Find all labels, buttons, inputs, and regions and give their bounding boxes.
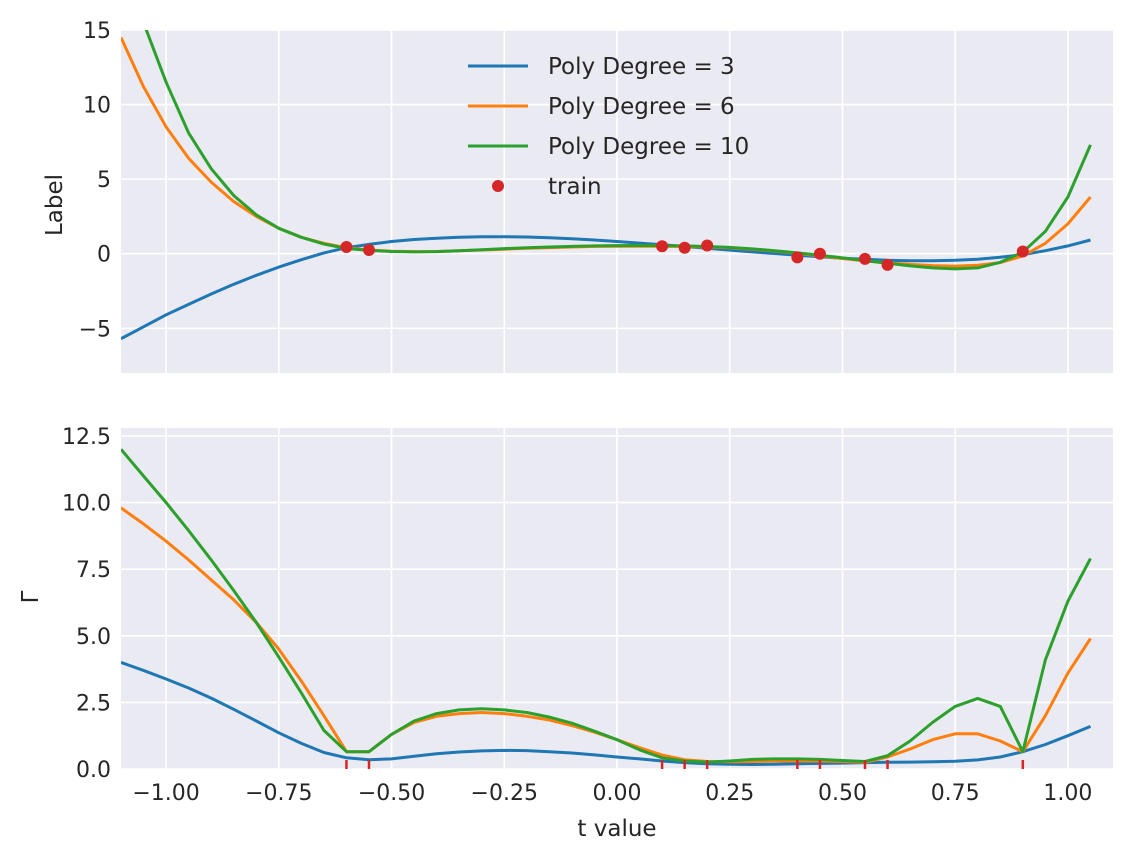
x-tick-label: −0.25 [471,781,538,806]
bottom-y-tick-label: 5.0 [76,625,111,650]
train-point [701,239,714,252]
top-panel: 15 10 5 0 −5 [79,19,1113,373]
x-tick-label: 0.00 [593,781,642,806]
train-point [791,251,804,264]
legend-label-degree-6: Poly Degree = 6 [548,94,735,120]
legend-label-degree-10: Poly Degree = 10 [548,134,749,160]
train-point [678,241,691,254]
bottom-y-tick-label: 10.0 [62,492,111,517]
x-tick-label: −1.00 [132,781,199,806]
bottom-panel: 0.0 2.5 5.0 7.5 10.0 12.5 −1.00 −0.75 −0.50 −0.25… [62,425,1113,806]
top-series-group [121,30,1092,341]
top-series-line-3 [144,30,1092,271]
x-tick-label: 0.75 [931,781,980,806]
train-point [859,252,871,265]
train-point [656,240,669,253]
x-tick-label: −0.75 [245,781,312,806]
bottom-series-line-3 [121,448,1092,764]
top-y-axis-label: Label [42,174,68,236]
x-tick-label: 1.00 [1043,781,1092,806]
bottom-series-group [121,448,1092,766]
train-point [881,258,894,271]
legend-swatch-train [492,180,504,192]
train-point [813,247,826,260]
x-tick-label: 0.25 [705,781,754,806]
x-axis-label: t value [577,816,656,842]
x-tick-label: 0.50 [818,781,867,806]
top-y-tick-label: 15 [83,19,111,44]
legend-label-degree-3: Poly Degree = 3 [548,54,735,80]
legend: Poly Degree = 3 Poly Degree = 6 Poly Deg… [468,54,749,200]
bottom-y-tick-label: 2.5 [76,691,111,716]
top-y-tick-label: −5 [79,317,111,342]
top-y-tick-label: 5 [97,168,111,193]
bottom-y-axis-label: Γ [18,590,44,603]
top-series-line-1 [121,235,1091,341]
bottom-y-tick-label: 0.0 [76,758,111,783]
bottom-y-tick-label: 7.5 [76,558,111,583]
train-point [340,240,353,253]
top-y-tick-label: 0 [97,243,111,268]
legend-label-train: train [548,174,602,200]
bottom-y-tick-label: 12.5 [62,425,111,450]
bottom-series-line-1 [121,660,1092,766]
top-y-tick-label: 10 [83,94,111,119]
train-point [363,243,375,256]
train-point [1016,245,1029,258]
x-tick-label: −0.50 [358,781,425,806]
